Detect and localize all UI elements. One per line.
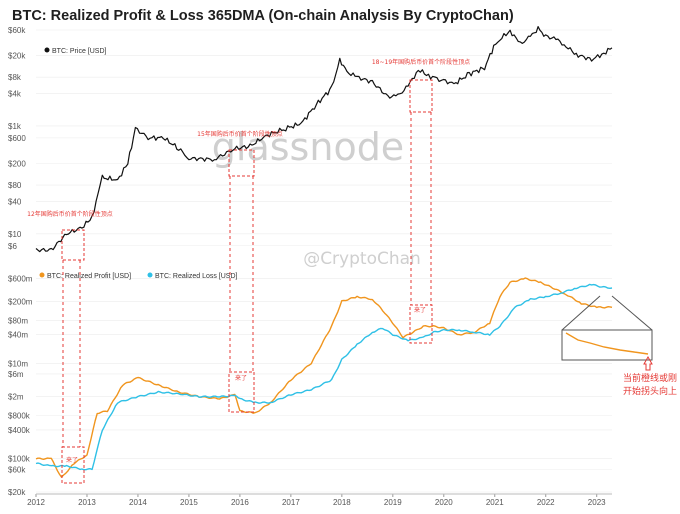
x-tick-label: 2020 (435, 498, 453, 507)
box-2012-bottom (61, 446, 85, 484)
zoom-box (561, 329, 653, 361)
legend-loss-marker (147, 272, 153, 278)
lower-y-axis: $600m $200m $80m $40m $10m $6m $2m $800k $400k $1… (8, 275, 33, 497)
series-lines (35, 26, 613, 478)
small-label-2012: 来了 (66, 457, 78, 464)
upper-y-tick-label: $1k (8, 122, 22, 131)
annotation-2012-text-1: 12年国购后币价首个阶段性顶点 (27, 210, 113, 218)
legend-upper: BTC: Price [USD] (44, 47, 107, 55)
upper-y-tick-label: $4k (8, 89, 22, 98)
x-tick-label: 2017 (282, 498, 300, 507)
upper-y-tick-label: $600 (8, 134, 26, 143)
small-label-2019: 来了 (414, 307, 426, 314)
lower-y-tick-label: $2m (8, 393, 24, 402)
grid-lines (36, 29, 612, 493)
social-watermark: @CryptoChan (303, 249, 421, 269)
x-tick-label: 2013 (78, 498, 96, 507)
x-tick-label: 2023 (588, 498, 606, 507)
glassnode-watermark: glassnode (212, 125, 404, 169)
lower-y-tick-label: $40m (8, 331, 28, 340)
upper-y-tick-label: $10 (8, 230, 22, 239)
legend-lower: BTC: Realized Profit [USD] BTC: Realized… (39, 272, 238, 280)
small-labels: 来了 来了 来了 (66, 307, 426, 464)
x-axis: 2012 2013 2014 2015 2016 2017 2018 2019 2020 2021… (27, 493, 612, 507)
realized-profit-series-line (35, 277, 613, 478)
upper-y-tick-label: $200 (8, 160, 26, 169)
box-2019-bottom (409, 304, 433, 344)
x-tick-label: 2019 (384, 498, 402, 507)
legend-price-label: BTC: Price [USD] (52, 48, 107, 55)
lower-y-tick-label: $60k (8, 465, 26, 474)
annotation-2019-text: 18~19年国购后币价首个阶段性顶点 (372, 58, 470, 66)
lower-y-tick-label: $800k (8, 412, 31, 421)
zoom-line-left (561, 295, 601, 331)
x-tick-label: 2015 (180, 498, 198, 507)
annotation-2016 (228, 149, 255, 413)
callout-line-2: 开始拐头向上 (623, 385, 677, 397)
zoom-profit-line (565, 332, 649, 355)
realized-loss-series-line (35, 283, 613, 471)
upper-y-axis: $60k $20k $8k $4k $1k $600 $200 $80 $40 $10 $6 (8, 26, 26, 251)
lower-y-tick-label: $10m (8, 359, 28, 368)
chart-title: BTC: Realized Profit & Loss 365DMA (On-c… (12, 8, 514, 24)
x-tick-label: 2018 (333, 498, 351, 507)
legend-loss-label: BTC: Realized Loss [USD] (155, 273, 238, 280)
lower-y-tick-label: $80m (8, 316, 28, 325)
x-tick-label: 2022 (537, 498, 555, 507)
box-2016-top (228, 149, 255, 177)
legend-price-marker (44, 47, 50, 53)
x-tick-label: 2016 (231, 498, 249, 507)
lower-y-tick-label: $400k (8, 426, 31, 435)
lower-y-tick-label: $600m (8, 275, 33, 284)
box-2016-bottom (228, 371, 255, 413)
upper-y-tick-label: $20k (8, 52, 26, 61)
x-tick-label: 2014 (129, 498, 147, 507)
callout-line-1: 当前橙线或刚 (623, 372, 677, 384)
price-series-line (35, 26, 613, 253)
box-2019-top (409, 79, 433, 113)
legend-profit-marker (39, 272, 45, 278)
zoom-callout (561, 295, 653, 371)
up-arrow-icon (643, 355, 653, 371)
zoom-line-right (611, 295, 653, 331)
upper-y-tick-label: $8k (8, 73, 22, 82)
x-tick-label: 2012 (27, 498, 45, 507)
lower-y-tick-label: $6m (8, 370, 24, 379)
box-2012-top (61, 229, 85, 261)
annotation-2019 (409, 79, 433, 344)
small-label-2016: 来了 (235, 375, 247, 382)
upper-y-tick-label: $40 (8, 197, 22, 206)
upper-y-tick-label: $60k (8, 26, 26, 35)
lower-y-tick-label: $100k (8, 455, 31, 464)
lower-y-tick-label: $20k (8, 488, 26, 497)
lower-y-tick-label: $200m (8, 297, 33, 306)
x-tick-label: 2021 (486, 498, 504, 507)
annotation-2012 (61, 229, 85, 484)
upper-y-tick-label: $6 (8, 242, 17, 251)
annotation-2016-text: 15年国购后币价首个阶段性顶点 (197, 130, 283, 138)
legend-profit-label: BTC: Realized Profit [USD] (47, 273, 131, 280)
upper-y-tick-label: $80 (8, 181, 22, 190)
